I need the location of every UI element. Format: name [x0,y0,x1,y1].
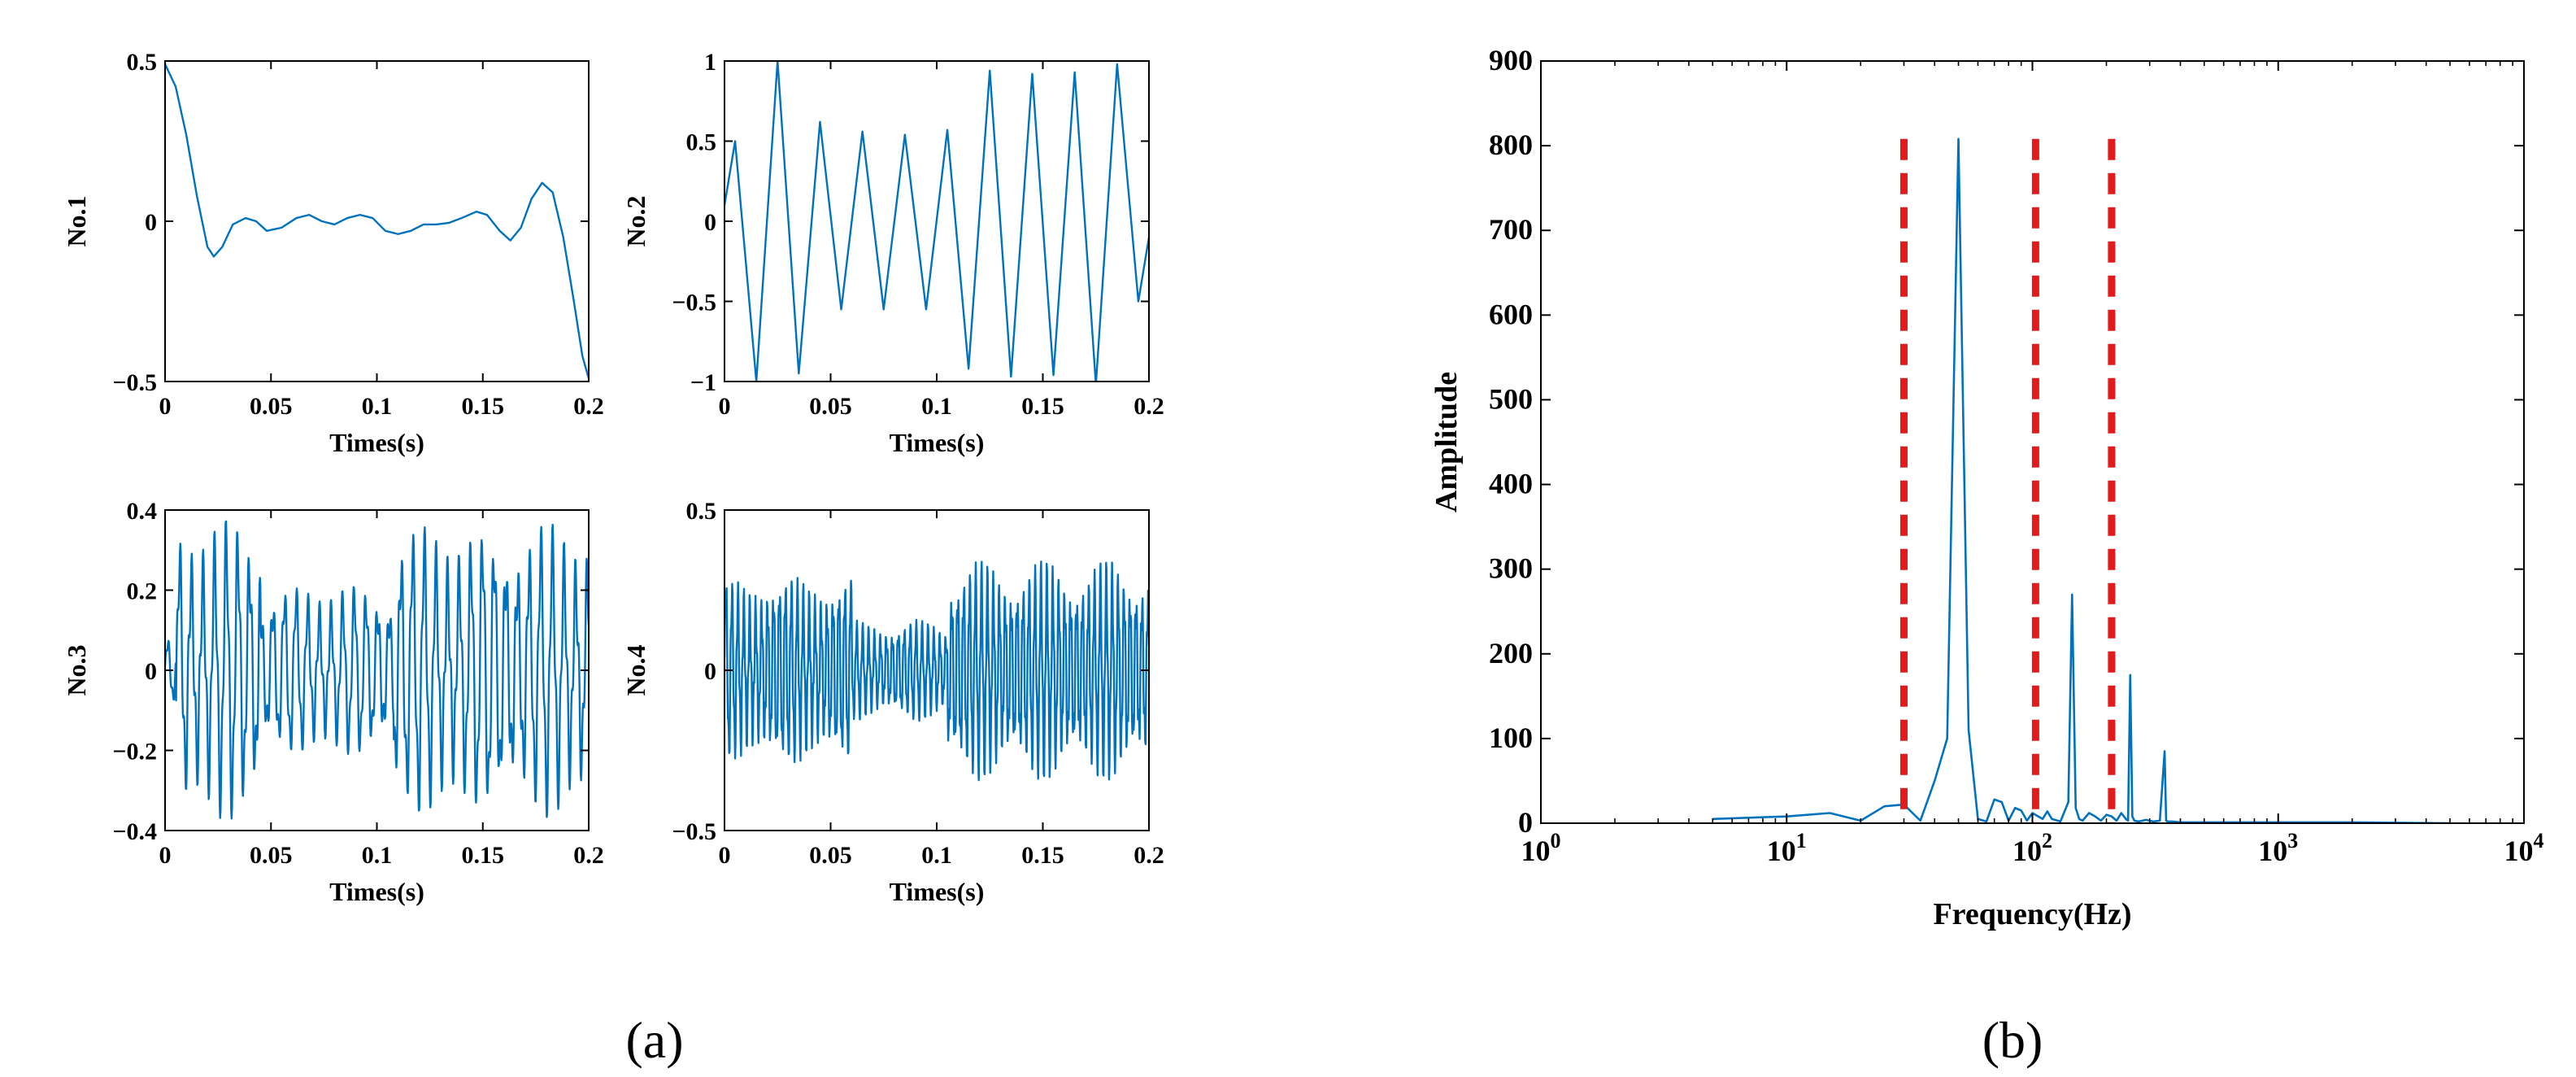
x-tick-label: 0 [719,393,731,420]
x-tick-label: 0.15 [462,393,505,420]
x-tick-label: 0 [159,393,172,420]
y-tick-label: 0.5 [686,129,717,156]
x-tick-label: 101 [1767,829,1807,867]
axes-frame [724,509,1150,831]
y-tick-label: 0.4 [127,498,158,525]
y-tick-label: −0.4 [112,818,157,845]
x-tick-label: 0.15 [1021,842,1064,869]
y-tick-label: 300 [1489,552,1533,585]
y-tick-label: 0 [704,658,716,685]
y-tick-label: 200 [1489,637,1533,669]
series-line [165,520,589,820]
x-tick-label: 0.05 [809,842,852,869]
x-tick-label: 0.1 [921,842,952,869]
x-axis-label: Times(s) [890,877,985,906]
x-axis-label: Frequency(Hz) [1933,897,2131,931]
y-tick-label: 0 [145,209,157,236]
y-axis-label: No.2 [621,195,651,246]
x-tick-label: 104 [2504,829,2544,867]
x-tick-label: 0.2 [573,842,604,869]
y-axis-label: Amplitude [1429,372,1464,512]
x-tick-label: 0 [159,842,172,869]
x-tick-label: 0.1 [921,393,952,420]
y-axis-label: No.3 [62,644,91,695]
subplot-no3: 0 0.05 0.1 0.15 0.2 −0.4 −0.2 0 0.2 0.4 Times(s) No… [62,498,604,906]
x-tick-label: 0.1 [362,842,393,869]
x-tick-label: 0.1 [362,393,393,420]
y-tick-label: 500 [1489,382,1533,415]
y-tick-label: 400 [1489,468,1533,500]
y-tick-label: 0 [704,209,716,236]
x-tick-label: 0.05 [809,393,852,420]
x-tick-label: 0.2 [1134,393,1164,420]
x-tick-label: 0.05 [250,393,293,420]
x-tick-label: 0.2 [1134,842,1164,869]
y-tick-label: 100 [1489,722,1533,754]
y-tick-label: 900 [1489,44,1533,76]
y-tick-label: 0 [1518,806,1533,839]
x-tick-label: 100 [1521,829,1561,867]
x-tick-label: 0.15 [462,842,505,869]
x-tick-label: 0.15 [1021,393,1064,420]
x-tick-label: 0.05 [250,842,293,869]
x-tick-label: 103 [2258,829,2298,867]
x-tick-label: 102 [2012,829,2052,867]
y-tick-label: 1 [704,49,716,76]
y-tick-label: −0.2 [112,739,157,765]
y-axis-label: No.4 [621,644,651,695]
series-line [1712,137,2451,823]
y-tick-label: 800 [1489,129,1533,161]
spectrum-plot: 100 101 102 103 1040100200300400500600700800… [1429,44,2544,931]
x-tick-label: 0.2 [573,393,604,420]
y-tick-label: −0.5 [672,818,716,845]
x-axis-label: Times(s) [329,877,424,906]
y-tick-label: 600 [1489,298,1533,330]
y-tick-label: 0.2 [127,578,158,605]
series-line [724,560,1149,782]
y-tick-label: 0.5 [127,49,158,76]
y-tick-label: −0.5 [112,369,157,396]
x-tick-label: 0 [719,842,731,869]
y-tick-label: 0 [145,658,157,685]
x-axis-label: Times(s) [329,428,424,457]
series-line [165,63,589,379]
x-axis-label: Times(s) [890,428,985,457]
subplot-no2: 0 0.05 0.1 0.15 0.2 −1 −0.5 0 0.5 1 Times(s) No.2 [621,49,1164,457]
panel-label-b: (b) [1982,1011,2043,1069]
y-tick-label: −0.5 [672,290,716,316]
y-tick-label: 700 [1489,213,1533,246]
y-tick-label: 0.5 [686,498,717,525]
series-line [724,61,1149,382]
y-axis-label: No.1 [62,195,91,246]
panel-label-a: (a) [625,1011,683,1069]
y-tick-label: −1 [690,369,716,396]
